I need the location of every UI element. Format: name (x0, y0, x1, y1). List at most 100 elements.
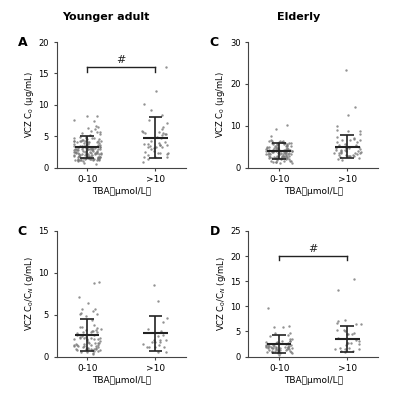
Text: #: # (309, 244, 318, 254)
Point (286, 158, 293, 164)
Point (164, 315, 171, 321)
Point (267, 137, 274, 143)
Point (93, 160, 99, 167)
Point (88, 346, 94, 353)
Point (269, 149, 275, 156)
Point (334, 126, 341, 133)
Point (92, 126, 98, 132)
Point (271, 324, 277, 330)
Point (79, 130, 85, 136)
Point (334, 327, 340, 333)
Point (89, 147, 95, 153)
Y-axis label: VCZ C$_0$ (μg/mL): VCZ C$_0$ (μg/mL) (23, 72, 36, 138)
Point (79, 332, 85, 339)
Point (147, 138, 154, 144)
Point (288, 342, 294, 348)
Point (151, 145, 158, 152)
Point (90, 348, 97, 354)
Point (269, 349, 275, 356)
Point (98, 150, 104, 156)
Point (78, 348, 84, 355)
Point (95, 146, 101, 152)
Point (276, 352, 283, 358)
Point (355, 148, 362, 154)
Point (287, 336, 293, 342)
Point (287, 338, 294, 344)
X-axis label: TBA（μmol/L）: TBA（μmol/L） (92, 376, 151, 385)
Point (282, 344, 288, 350)
Point (94, 148, 101, 154)
Point (72, 149, 79, 156)
Point (285, 340, 291, 346)
Point (266, 150, 272, 156)
Point (263, 343, 269, 349)
Point (97, 138, 104, 144)
Point (155, 333, 162, 339)
Point (279, 155, 285, 162)
Point (146, 117, 152, 124)
Point (157, 149, 163, 156)
Text: A: A (18, 36, 27, 49)
Point (75, 157, 81, 163)
Point (274, 347, 280, 353)
Point (164, 154, 171, 161)
Point (346, 144, 352, 151)
Point (279, 139, 285, 145)
Point (90, 350, 96, 356)
Point (272, 344, 279, 350)
Text: Elderly: Elderly (277, 12, 320, 22)
Point (141, 154, 147, 161)
Point (156, 129, 163, 135)
Point (270, 159, 277, 165)
Point (277, 156, 284, 162)
Point (151, 282, 158, 288)
Point (82, 148, 88, 155)
Point (78, 155, 84, 161)
Point (356, 345, 362, 352)
Point (77, 334, 83, 340)
Point (82, 138, 88, 144)
Point (270, 148, 276, 154)
Point (80, 157, 86, 164)
Point (345, 112, 351, 118)
Point (272, 330, 278, 336)
Point (79, 137, 85, 143)
Point (345, 331, 351, 338)
Point (80, 329, 86, 336)
Point (79, 306, 85, 312)
Point (286, 147, 293, 153)
Point (289, 148, 295, 154)
Point (270, 341, 277, 348)
Point (273, 148, 279, 154)
Point (159, 132, 165, 138)
Y-axis label: VCZ C$_0$ (μg/mL): VCZ C$_0$ (μg/mL) (215, 72, 228, 138)
Point (342, 348, 348, 355)
Point (272, 158, 279, 165)
Point (93, 326, 99, 333)
Point (71, 147, 77, 154)
Point (269, 154, 275, 161)
Point (97, 151, 104, 157)
Point (158, 328, 164, 335)
Point (75, 151, 82, 157)
Point (145, 144, 151, 150)
Point (145, 156, 151, 162)
Point (346, 153, 353, 160)
Point (273, 146, 279, 152)
Point (84, 336, 90, 343)
Point (96, 140, 102, 146)
Point (272, 344, 279, 351)
Point (264, 345, 271, 352)
Point (94, 325, 100, 331)
Point (160, 124, 166, 130)
Point (282, 150, 288, 156)
Point (357, 137, 363, 143)
Point (97, 144, 103, 150)
Point (333, 147, 339, 153)
Point (92, 340, 98, 346)
Point (146, 344, 152, 350)
Point (81, 159, 87, 166)
Point (83, 155, 89, 161)
Point (162, 130, 168, 137)
Point (97, 326, 104, 333)
